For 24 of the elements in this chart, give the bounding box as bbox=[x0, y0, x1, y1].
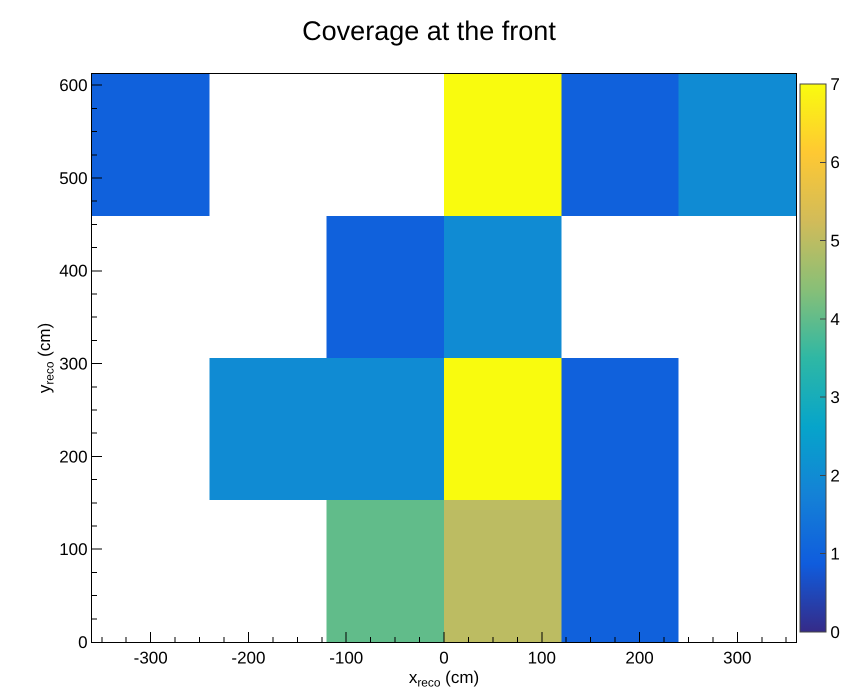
color-bar-label: 7 bbox=[830, 74, 840, 94]
x-tick-label: 0 bbox=[439, 648, 449, 668]
x-tick-label: 200 bbox=[625, 648, 654, 668]
y-tick-label: 200 bbox=[59, 447, 88, 466]
chart-title: Coverage at the front bbox=[302, 16, 556, 46]
x-axis-title: x$_{reco}$ (cm) bbox=[408, 668, 480, 690]
y-tick-label: 100 bbox=[59, 540, 88, 560]
x-tick-label: 300 bbox=[723, 648, 752, 668]
y-tick-label: 600 bbox=[59, 76, 88, 96]
color-bar-label: 6 bbox=[830, 153, 840, 172]
x-tick-label: -200 bbox=[231, 648, 266, 668]
color-bar-label: 0 bbox=[830, 622, 840, 642]
color-bar-label: 2 bbox=[830, 466, 840, 486]
color-bar-label: 5 bbox=[830, 232, 840, 251]
y-tick-label: 0 bbox=[78, 632, 88, 652]
color-bar-label: 3 bbox=[830, 388, 840, 408]
color-bar-label: 4 bbox=[830, 310, 840, 329]
x-tick-label: 100 bbox=[528, 648, 556, 668]
y-tick-label: 500 bbox=[59, 168, 88, 188]
y-tick-label: 400 bbox=[59, 262, 88, 281]
color-bar-label: 1 bbox=[830, 544, 840, 564]
x-tick-label: -300 bbox=[134, 648, 168, 668]
y-tick-label: 300 bbox=[59, 354, 88, 374]
x-tick-label: -100 bbox=[329, 648, 364, 668]
